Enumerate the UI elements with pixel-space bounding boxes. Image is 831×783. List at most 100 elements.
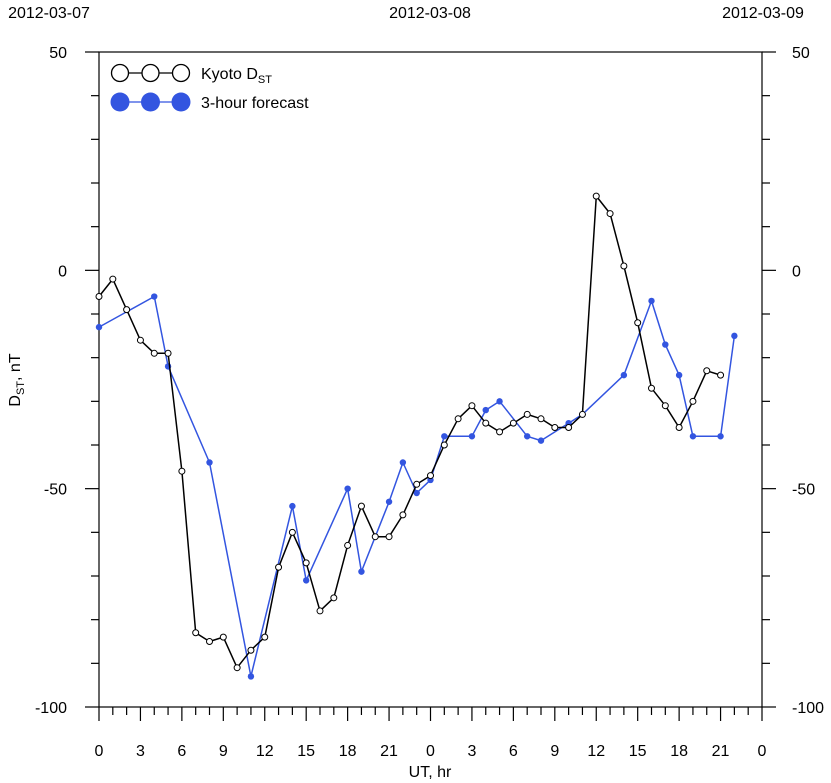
data-point-kyoto bbox=[275, 563, 283, 571]
y-tick-label-left: -50 bbox=[44, 482, 67, 499]
x-tick-label: 12 bbox=[587, 743, 605, 760]
legend-marker-kyoto bbox=[141, 63, 160, 83]
data-point-kyoto bbox=[261, 633, 269, 641]
y-tick-label-right: 50 bbox=[792, 45, 810, 62]
data-point-forecast bbox=[302, 577, 310, 584]
data-point-kyoto bbox=[440, 441, 448, 449]
y-axis-title: DST, nT bbox=[7, 353, 27, 406]
x-tick-label: 12 bbox=[256, 743, 274, 760]
top-date-label: 2012-03-09 bbox=[722, 5, 804, 22]
data-point-forecast bbox=[717, 433, 724, 440]
data-point-kyoto bbox=[399, 511, 407, 519]
x-tick-label: 21 bbox=[712, 743, 730, 760]
data-point-kyoto bbox=[537, 415, 545, 423]
top-date-label: 2012-03-07 bbox=[8, 5, 90, 22]
data-point-kyoto bbox=[578, 410, 586, 418]
data-point-kyoto bbox=[496, 428, 504, 436]
data-point-forecast bbox=[731, 332, 738, 340]
data-point-kyoto bbox=[95, 293, 103, 301]
plot-frame bbox=[98, 51, 763, 708]
data-point-kyoto bbox=[413, 480, 421, 488]
data-point-kyoto bbox=[164, 349, 172, 357]
data-point-kyoto bbox=[482, 419, 490, 427]
data-point-forecast bbox=[206, 459, 213, 466]
y-tick-label-left: -100 bbox=[35, 700, 67, 717]
legend-label-kyoto: Kyoto DST bbox=[201, 66, 272, 86]
legend-marker-kyoto bbox=[171, 63, 191, 83]
legend-marker-kyoto bbox=[110, 63, 130, 83]
data-point-kyoto bbox=[648, 384, 655, 392]
y-tick-label-left: 50 bbox=[49, 45, 67, 62]
data-point-forecast bbox=[620, 371, 628, 379]
data-point-kyoto bbox=[357, 502, 365, 510]
data-point-kyoto bbox=[302, 559, 310, 567]
x-tick-label: 15 bbox=[297, 743, 315, 760]
data-point-kyoto bbox=[703, 367, 711, 375]
top-date-labels: 2012-03-07 2012-03-08 2012-03-09 bbox=[8, 5, 804, 22]
data-point-forecast bbox=[358, 568, 365, 575]
x-tick-label: 0 bbox=[95, 743, 104, 760]
data-point-kyoto bbox=[150, 349, 158, 357]
x-tick-label: 3 bbox=[467, 743, 476, 760]
x-tick-label: 0 bbox=[426, 743, 435, 760]
data-point-forecast bbox=[441, 433, 448, 440]
data-point-forecast bbox=[468, 433, 476, 440]
data-point-kyoto bbox=[371, 533, 379, 541]
data-point-kyoto bbox=[206, 638, 213, 645]
data-point-kyoto bbox=[551, 424, 559, 432]
series-layer bbox=[95, 192, 738, 680]
data-point-kyoto bbox=[592, 192, 600, 200]
data-point-kyoto bbox=[675, 424, 683, 432]
data-point-forecast bbox=[675, 371, 683, 379]
data-point-forecast bbox=[662, 341, 669, 348]
data-point-forecast bbox=[648, 297, 655, 305]
x-tick-label: 15 bbox=[629, 743, 647, 760]
top-date-label: 2012-03-08 bbox=[389, 5, 471, 22]
data-point-kyoto bbox=[565, 424, 573, 432]
data-point-forecast bbox=[523, 433, 531, 440]
data-point-kyoto bbox=[620, 262, 628, 270]
data-point-kyoto bbox=[316, 607, 324, 615]
data-point-forecast bbox=[482, 406, 489, 414]
data-point-forecast bbox=[413, 489, 420, 497]
data-point-forecast bbox=[385, 498, 393, 505]
data-point-kyoto bbox=[717, 371, 725, 379]
data-point-kyoto bbox=[219, 633, 227, 641]
y-tick-label-right: 0 bbox=[792, 263, 801, 280]
y-tick-label-right: -50 bbox=[792, 482, 815, 499]
x-axis-title: UT, hr bbox=[409, 764, 452, 781]
series-line bbox=[98, 295, 736, 678]
data-point-kyoto bbox=[247, 646, 255, 654]
data-point-forecast bbox=[289, 502, 296, 510]
data-point-kyoto bbox=[192, 629, 200, 637]
x-tick-label: 18 bbox=[670, 743, 688, 760]
x-tick-label: 6 bbox=[177, 743, 186, 760]
legend-marker-forecast bbox=[141, 92, 160, 112]
y-tick-label-left: 0 bbox=[58, 263, 67, 280]
x-tick-label: 18 bbox=[339, 743, 357, 760]
x-tick-label: 0 bbox=[758, 743, 767, 760]
data-point-kyoto bbox=[288, 528, 296, 536]
data-point-forecast bbox=[537, 437, 545, 444]
data-point-kyoto bbox=[123, 306, 131, 314]
legend-label-forecast: 3-hour forecast bbox=[201, 95, 309, 112]
data-point-kyoto bbox=[427, 472, 434, 480]
data-point-kyoto bbox=[689, 397, 697, 405]
axes-layer: 0 3 6 9 12 15 18 21 0 3 6 9 12 15 18 21 0 -100 -100 -50 -50 0… bbox=[35, 45, 824, 760]
x-tick-label: 21 bbox=[380, 743, 398, 760]
data-point-kyoto bbox=[468, 402, 476, 410]
data-point-kyoto bbox=[344, 541, 352, 549]
data-point-kyoto bbox=[109, 275, 117, 283]
series-line bbox=[98, 195, 721, 669]
data-point-kyoto bbox=[606, 210, 614, 218]
data-point-kyoto bbox=[509, 419, 517, 427]
data-point-forecast bbox=[496, 398, 503, 405]
data-point-kyoto bbox=[330, 594, 338, 602]
data-point-kyoto bbox=[385, 533, 393, 541]
x-tick-label: 9 bbox=[550, 743, 559, 760]
legend-marker-forecast bbox=[171, 92, 191, 112]
data-point-forecast bbox=[689, 433, 697, 440]
data-point-kyoto bbox=[523, 410, 531, 418]
x-tick-label: 9 bbox=[219, 743, 228, 760]
